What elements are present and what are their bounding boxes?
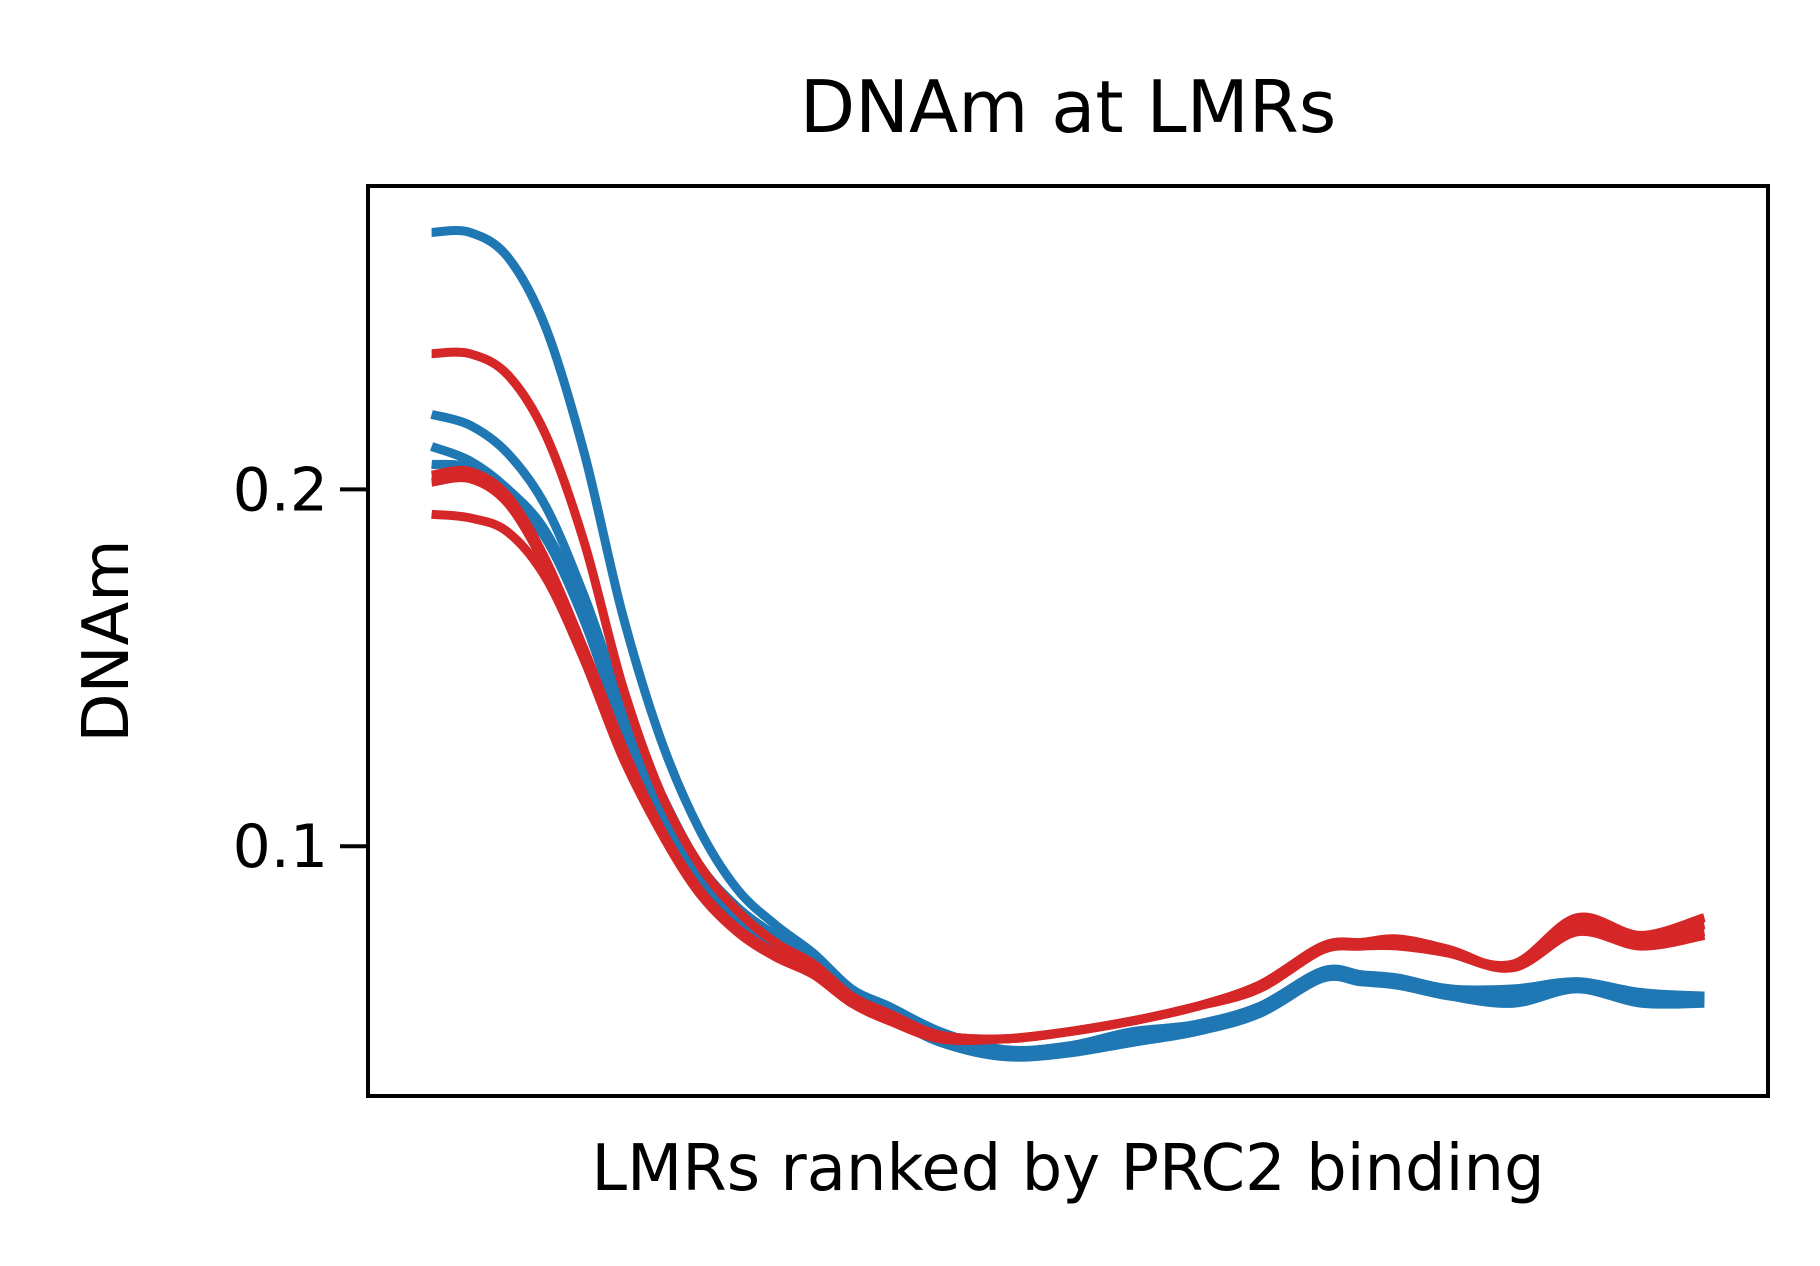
y-tick-label: 0.1: [233, 812, 328, 882]
series-layer: [430, 226, 1706, 1062]
series-line-5: [431, 347, 1706, 1044]
plot-frame: [366, 184, 1770, 1098]
y-tick-label: 0.2: [233, 455, 328, 525]
x-axis-label: LMRs ranked by PRC2 binding: [591, 1132, 1544, 1206]
series-line-1: [431, 226, 1705, 1055]
y-axis-label: DNAm: [70, 539, 144, 742]
chart-title: DNAm at LMRs: [800, 65, 1337, 149]
series-line-8: [431, 509, 1706, 1046]
y-axis: 0.1 0.2: [233, 455, 368, 882]
